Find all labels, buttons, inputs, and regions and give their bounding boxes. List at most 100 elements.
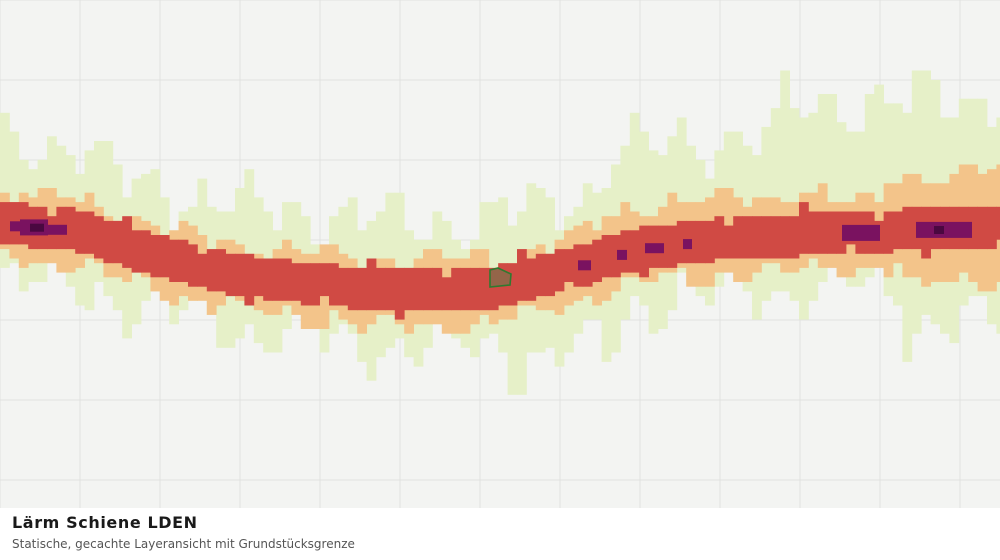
noise-cell-class-4 bbox=[48, 224, 67, 235]
noise-cell-class-3 bbox=[94, 216, 104, 259]
parcel-boundary-layer bbox=[489, 267, 512, 288]
noise-cell-class-3 bbox=[394, 267, 405, 320]
noise-cell-class-3 bbox=[517, 249, 527, 301]
noise-cell-class-3 bbox=[761, 216, 772, 259]
noise-cell-class-3 bbox=[206, 249, 217, 292]
noise-cell-class-5 bbox=[934, 226, 944, 234]
noise-cell-class-3 bbox=[836, 211, 847, 254]
noise-cell-class-1 bbox=[394, 192, 405, 339]
noise-cell-class-3 bbox=[526, 258, 537, 301]
noise-cell-class-3 bbox=[601, 235, 612, 278]
noise-cell-class-3 bbox=[592, 239, 602, 282]
noise-cell-class-3 bbox=[103, 220, 114, 264]
noise-cell-class-3 bbox=[789, 216, 800, 259]
noise-cell-class-3 bbox=[338, 267, 349, 306]
noise-cell-class-3 bbox=[705, 220, 715, 264]
noise-cell-class-3 bbox=[554, 249, 565, 292]
noise-cell-class-1 bbox=[629, 112, 640, 297]
map-subtitle: Statische, gecachte Layeransicht mit Gru… bbox=[12, 537, 355, 551]
noise-map[interactable] bbox=[0, 0, 1000, 508]
noise-cell-class-3 bbox=[310, 263, 320, 306]
noise-cell-class-3 bbox=[366, 258, 377, 311]
noise-cell-class-1 bbox=[244, 169, 255, 325]
noise-cell-class-3 bbox=[441, 277, 452, 311]
noise-cell-class-3 bbox=[977, 206, 988, 250]
noise-cell-class-3 bbox=[902, 206, 913, 250]
noise-cell-class-3 bbox=[667, 225, 678, 268]
noise-cell-class-3 bbox=[385, 267, 396, 311]
map-caption: Lärm Schiene LDEN Statische, gecachte La… bbox=[0, 508, 1000, 560]
noise-cell-class-3 bbox=[122, 216, 132, 268]
noise-cell-class-3 bbox=[535, 253, 546, 297]
noise-cell-class-3 bbox=[300, 263, 311, 306]
noise-cell-class-3 bbox=[817, 211, 828, 254]
noise-cell-class-1 bbox=[780, 70, 790, 292]
noise-cell-class-3 bbox=[141, 230, 151, 273]
noise-cell-class-3 bbox=[883, 211, 894, 254]
map-title: Lärm Schiene LDEN bbox=[12, 513, 198, 532]
noise-cell-class-3 bbox=[291, 263, 302, 301]
noise-cell-class-3 bbox=[629, 230, 640, 273]
noise-cell-class-3 bbox=[112, 220, 123, 264]
noise-cell-class-3 bbox=[150, 235, 161, 278]
noise-cell-class-3 bbox=[714, 216, 725, 259]
noise-cell-class-3 bbox=[451, 267, 461, 311]
noise-cell-class-1 bbox=[676, 117, 687, 273]
noise-cell-class-3 bbox=[84, 211, 95, 254]
noise-cell-class-3 bbox=[611, 235, 621, 278]
noise-cell-class-1 bbox=[827, 94, 837, 254]
noise-cell-class-5 bbox=[30, 223, 44, 232]
noise-cell-class-3 bbox=[996, 206, 1000, 240]
noise-cell-class-1 bbox=[864, 94, 875, 278]
noise-cell-class-3 bbox=[432, 267, 443, 311]
noise-cell-class-3 bbox=[770, 216, 781, 259]
noise-cell-class-3 bbox=[752, 216, 762, 259]
noise-cell-class-4 bbox=[683, 239, 692, 250]
noise-cell-class-3 bbox=[893, 211, 903, 250]
noise-cell-class-3 bbox=[695, 220, 706, 264]
noise-cell-class-3 bbox=[676, 220, 687, 264]
noise-cell-class-3 bbox=[131, 230, 142, 273]
noise-cell-class-4 bbox=[842, 224, 880, 241]
noise-cell-class-3 bbox=[808, 211, 819, 254]
noise-cell-class-3 bbox=[188, 244, 198, 287]
noise-cell-class-4 bbox=[645, 243, 664, 254]
noise-cell-class-3 bbox=[404, 267, 414, 311]
noise-band-class-4 bbox=[10, 219, 972, 271]
noise-cell-class-3 bbox=[479, 267, 490, 311]
noise-cell-class-3 bbox=[75, 211, 85, 254]
noise-cell-class-3 bbox=[376, 267, 386, 311]
noise-cell-class-1 bbox=[0, 112, 10, 268]
noise-cell-class-1 bbox=[836, 122, 847, 278]
noise-cell-class-3 bbox=[263, 258, 273, 301]
noise-cell-class-3 bbox=[216, 249, 226, 292]
noise-cell-class-3 bbox=[282, 258, 292, 301]
noise-cell-class-3 bbox=[488, 267, 499, 311]
noise-cell-class-3 bbox=[564, 249, 574, 282]
noise-cell-class-3 bbox=[733, 216, 743, 259]
noise-cell-class-3 bbox=[799, 202, 809, 254]
noise-cell-class-1 bbox=[874, 84, 884, 259]
noise-cell-class-1 bbox=[9, 131, 20, 264]
noise-cell-class-3 bbox=[545, 253, 555, 297]
parcel-boundary bbox=[489, 267, 512, 288]
noise-cell-class-3 bbox=[329, 263, 339, 306]
noise-cell-class-4 bbox=[617, 249, 627, 260]
noise-cell-class-3 bbox=[827, 211, 837, 254]
noise-cell-class-3 bbox=[178, 239, 189, 282]
noise-cell-class-3 bbox=[272, 258, 283, 301]
noise-cell-class-3 bbox=[470, 267, 480, 311]
noise-cell-class-3 bbox=[357, 267, 367, 311]
noise-cell-class-3 bbox=[235, 253, 245, 297]
noise-cell-class-3 bbox=[423, 267, 433, 311]
noise-cell-class-3 bbox=[742, 216, 753, 259]
noise-cell-class-3 bbox=[507, 263, 518, 306]
noise-cell-class-3 bbox=[0, 202, 10, 245]
noise-cell-class-3 bbox=[968, 206, 978, 250]
noise-cell-class-3 bbox=[253, 258, 264, 297]
noise-cell-class-3 bbox=[244, 253, 255, 306]
noise-cell-class-4 bbox=[578, 260, 591, 271]
noise-cell-class-3 bbox=[347, 267, 358, 311]
noise-cell-class-3 bbox=[65, 206, 76, 250]
noise-cell-class-3 bbox=[319, 263, 330, 297]
